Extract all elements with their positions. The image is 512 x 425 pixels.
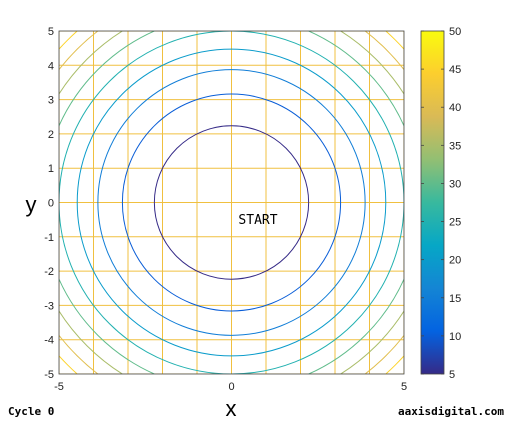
y-tick-label: -1 [44,232,54,244]
y-tick-label: 0 [48,198,54,210]
colorbar-tick-labels: 5 10 15 20 25 30 35 40 45 50 [421,26,461,381]
colorbar-tick-label: 5 [449,369,455,381]
x-tick-labels: -5 0 5 [54,381,407,393]
colorbar-tick-label: 20 [449,255,461,267]
contour-level [97,69,366,336]
y-tick-labels: -5 -4 -3 -2 -1 0 1 2 3 4 5 [44,26,54,381]
contour-level [121,93,342,312]
contour-lines [59,31,404,374]
colorbar-tick-label: 15 [449,293,461,305]
y-tick-label: 5 [48,26,54,38]
colorbar-tick-label: 35 [449,140,461,152]
site-label: aaxisdigital.com [398,405,504,418]
y-tick-label: -3 [44,300,54,312]
cycle-label: Cycle 0 [8,405,54,418]
colorbar-tick-label: 30 [449,178,461,190]
y-axis-label: y [26,192,37,217]
y-tick-label: -5 [44,369,54,381]
y-tick-label: 4 [48,60,54,72]
plot-border [58,30,405,375]
y-tick-label: -4 [44,335,54,347]
y-tick-label: -2 [44,266,54,278]
x-axis-label: x [226,396,237,421]
y-tick-label: 2 [48,129,54,141]
colorbar-tick-label: 25 [449,217,461,229]
colorbar-tick-label: 50 [449,26,461,38]
y-tick-label: 1 [48,163,54,175]
x-tick-label: 5 [401,381,407,393]
colorbar-tick-label: 10 [449,331,461,343]
colorbar-tick-label: 40 [449,102,461,114]
colorbar [420,30,445,375]
y-tick-label: 3 [48,95,54,107]
colorbar-tick-label: 45 [449,64,461,76]
contour-level [76,48,387,357]
x-tick-label: -5 [54,381,64,393]
contour-level [153,125,310,280]
start-annotation: START [238,213,277,228]
x-tick-label: 0 [228,381,234,393]
